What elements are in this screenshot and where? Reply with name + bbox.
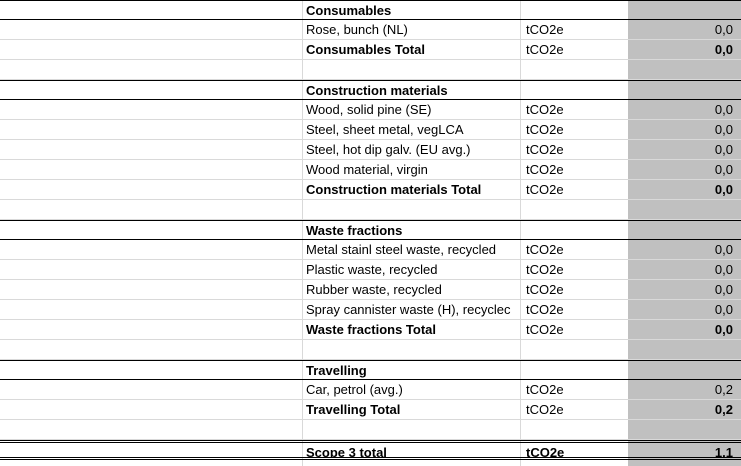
row xyxy=(0,340,741,360)
value-cell: 0,0 xyxy=(714,162,733,177)
label-cell: Travelling Total xyxy=(306,402,401,417)
row xyxy=(0,420,741,440)
row xyxy=(0,200,741,220)
value-cell: 0,0 xyxy=(714,102,733,117)
unit-cell: tCO2e xyxy=(526,382,564,397)
label-cell: Rose, bunch (NL) xyxy=(306,22,408,37)
label-cell: Scope 3 total xyxy=(306,445,387,457)
row: Wood material, virgin tCO2e 0,0 xyxy=(0,160,741,180)
label-cell: Construction materials xyxy=(306,83,448,98)
label-cell: Construction materials Total xyxy=(306,182,482,197)
unit-cell: tCO2e xyxy=(526,182,564,197)
row: Rubber waste, recycled tCO2e 0,0 xyxy=(0,280,741,300)
label-cell: Rubber waste, recycled xyxy=(306,282,442,297)
row: Car, petrol (avg.) tCO2e 0,2 xyxy=(0,380,741,400)
value-cell: 0,0 xyxy=(714,182,733,197)
unit-cell: tCO2e xyxy=(526,42,564,57)
label-cell: Consumables xyxy=(306,3,392,18)
label-cell: Wood material, virgin xyxy=(306,162,428,177)
row: Plastic waste, recycled tCO2e 0,0 xyxy=(0,260,741,280)
unit-cell: tCO2e xyxy=(526,242,564,257)
label-cell: Metal stainl steel waste, recycled xyxy=(306,242,497,257)
value-cell: 0,2 xyxy=(714,382,733,397)
row: Steel, sheet metal, vegLCA tCO2e 0,0 xyxy=(0,120,741,140)
unit-cell: tCO2e xyxy=(526,142,564,157)
row: Wood, solid pine (SE) tCO2e 0,0 xyxy=(0,100,741,120)
row: Consumables xyxy=(0,0,741,20)
unit-cell: tCO2e xyxy=(526,122,564,137)
value-cell: 0,0 xyxy=(714,242,733,257)
label-cell: Car, petrol (avg.) xyxy=(306,382,403,397)
column-divider xyxy=(302,0,303,466)
value-cell: 0,0 xyxy=(714,302,733,317)
row: Construction materials xyxy=(0,80,741,100)
value-cell: 0,2 xyxy=(714,402,733,417)
row: Travelling Total tCO2e 0,2 xyxy=(0,400,741,420)
unit-cell: tCO2e xyxy=(526,322,564,337)
label-cell: Consumables Total xyxy=(306,42,425,57)
value-cell: 0,0 xyxy=(714,122,733,137)
column-divider xyxy=(520,0,521,466)
value-cell: 0,0 xyxy=(714,322,733,337)
label-cell: Waste fractions Total xyxy=(306,322,437,337)
row: Consumables Total tCO2e 0,0 xyxy=(0,40,741,60)
label-cell: Travelling xyxy=(306,363,367,378)
value-cell: 0,0 xyxy=(714,22,733,37)
row: Rose, bunch (NL) tCO2e 0,0 xyxy=(0,20,741,40)
label-cell: Spray cannister waste (H), recyclec xyxy=(306,302,511,317)
row: Scope 3 total tCO2e 1,1 xyxy=(0,440,741,460)
highlight-column xyxy=(628,0,741,466)
unit-cell: tCO2e xyxy=(526,262,564,277)
unit-cell: tCO2e xyxy=(526,445,565,457)
label-cell: Waste fractions xyxy=(306,223,403,238)
unit-cell: tCO2e xyxy=(526,402,564,417)
label-cell: Wood, solid pine (SE) xyxy=(306,102,432,117)
row: Waste fractions xyxy=(0,220,741,240)
row: Metal stainl steel waste, recycled tCO2e 0… xyxy=(0,240,741,260)
row: Waste fractions Total tCO2e 0,0 xyxy=(0,320,741,340)
unit-cell: tCO2e xyxy=(526,102,564,117)
label-cell: Plastic waste, recycled xyxy=(306,262,438,277)
row: Steel, hot dip galv. (EU avg.) tCO2e 0,0 xyxy=(0,140,741,160)
value-cell: 0,0 xyxy=(714,282,733,297)
unit-cell: tCO2e xyxy=(526,22,564,37)
value-cell: 1,1 xyxy=(714,445,733,457)
unit-cell: tCO2e xyxy=(526,162,564,177)
row xyxy=(0,60,741,80)
value-cell: 0,0 xyxy=(714,142,733,157)
value-cell: 0,0 xyxy=(714,42,733,57)
row: Spray cannister waste (H), recyclec tCO2e… xyxy=(0,300,741,320)
unit-cell: tCO2e xyxy=(526,282,564,297)
label-cell: Steel, sheet metal, vegLCA xyxy=(306,122,464,137)
row: Travelling xyxy=(0,360,741,380)
row: Construction materials Total tCO2e 0,0 xyxy=(0,180,741,200)
label-cell: Steel, hot dip galv. (EU avg.) xyxy=(306,142,471,157)
unit-cell: tCO2e xyxy=(526,302,564,317)
value-cell: 0,0 xyxy=(714,262,733,277)
